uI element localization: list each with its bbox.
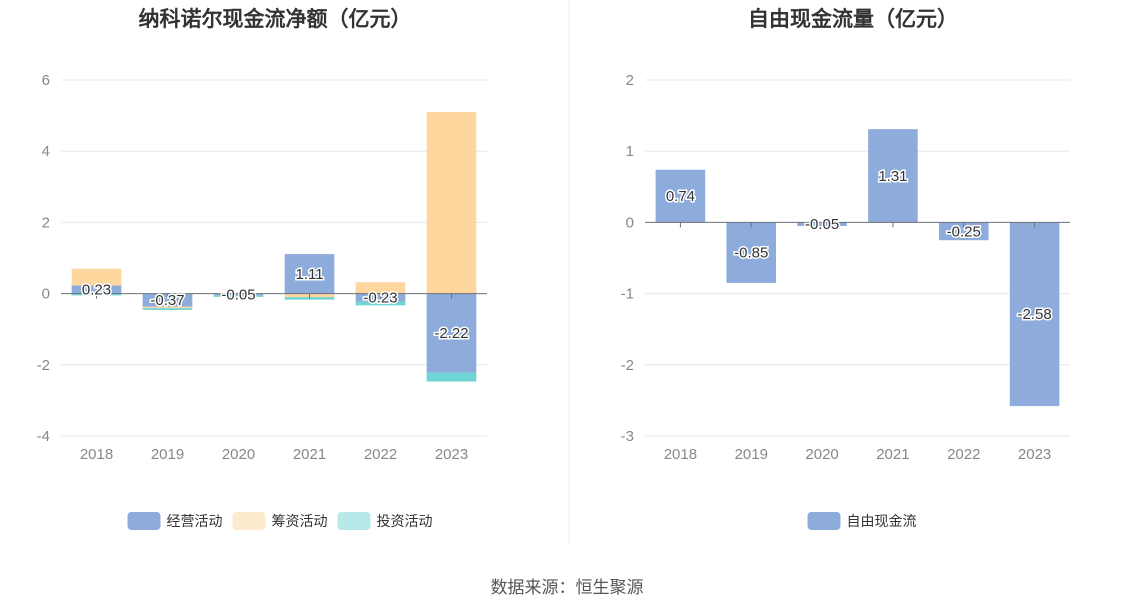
- bar-financing: [71, 268, 122, 286]
- bar-investing: [142, 308, 193, 310]
- legend-swatch: [807, 512, 841, 530]
- bar-financing: [426, 112, 477, 294]
- y-tick-label: -2: [37, 357, 50, 374]
- legend-item: 筹资活动: [232, 512, 328, 530]
- bar-free: [655, 169, 706, 223]
- x-tick-label: 2020: [222, 446, 255, 463]
- x-tick-label: 2022: [947, 446, 980, 463]
- data-label: -2.22: [434, 325, 468, 342]
- x-tick-label: 2023: [435, 446, 468, 463]
- y-tick-label: 0: [626, 214, 634, 231]
- data-label: 0.23: [82, 282, 111, 299]
- x-tick-label: 2020: [805, 446, 838, 463]
- bar-investing: [426, 372, 477, 382]
- bar-free: [1009, 222, 1060, 407]
- x-tick-label: 2018: [80, 446, 113, 463]
- x-tick-label: 2021: [293, 446, 326, 463]
- y-tick-label: -4: [37, 428, 50, 445]
- y-tick-label: 0: [42, 286, 50, 303]
- right-chart-title: 自由现金流量（亿元）: [748, 7, 958, 31]
- legend-label: 筹资活动: [272, 513, 328, 529]
- legend-item: 自由现金流: [807, 512, 917, 530]
- legend-label: 投资活动: [377, 513, 433, 529]
- legend-swatch: [127, 512, 161, 530]
- x-tick-label: 2023: [1018, 446, 1051, 463]
- data-label: -0.05: [805, 216, 839, 233]
- legend-item: 投资活动: [337, 512, 433, 530]
- y-tick-label: 6: [42, 72, 50, 89]
- data-label: -2.58: [1017, 306, 1051, 323]
- bar-operating: [426, 293, 477, 373]
- data-label: 0.74: [666, 188, 695, 205]
- bar-operating: [284, 254, 335, 294]
- y-tick-label: 2: [626, 72, 634, 89]
- data-label: -0.23: [363, 290, 397, 307]
- y-tick-label: -3: [621, 428, 634, 445]
- y-tick-label: 4: [42, 143, 50, 160]
- bar-investing: [355, 301, 406, 306]
- x-tick-label: 2019: [151, 446, 184, 463]
- bar-free: [868, 129, 918, 223]
- right-chart: 2 1 0 -1 -2 -3 2018 2019 2020 2021 2022 2023 0.74 -0.…: [621, 72, 1070, 530]
- data-label: -0.37: [150, 292, 184, 309]
- data-label: -0.25: [947, 223, 981, 240]
- left-chart-title: 纳科诺尔现金流净额（亿元）: [139, 7, 412, 31]
- legend-item: 经营活动: [127, 512, 223, 530]
- x-tick-label: 2021: [876, 446, 909, 463]
- x-tick-label: 2019: [735, 446, 768, 463]
- legend-swatch: [232, 512, 266, 530]
- bar-financing: [355, 282, 406, 294]
- data-label: -0.05: [221, 286, 255, 303]
- bar-financing: [142, 306, 193, 309]
- y-tick-label: -1: [621, 286, 634, 303]
- source-label: 数据来源：恒生聚源: [491, 578, 644, 597]
- left-chart: 6 4 2 0 -2 -4 2018 2019 2020 2021 2022 2023 0.23 -0.3…: [37, 72, 487, 530]
- x-tick-label: 2018: [664, 446, 697, 463]
- data-label: 1.11: [295, 266, 323, 283]
- y-tick-label: -2: [621, 357, 634, 374]
- legend-label: 经营活动: [167, 513, 223, 529]
- legend-label: 自由现金流: [847, 513, 917, 529]
- data-label: -0.85: [734, 245, 768, 262]
- data-label: 1.31: [878, 168, 907, 185]
- x-tick-label: 2022: [364, 446, 397, 463]
- legend-swatch: [337, 512, 371, 530]
- y-tick-label: 1: [626, 143, 634, 160]
- bar-operating: [142, 293, 193, 307]
- bar-free: [938, 222, 989, 241]
- bar-operating: [71, 285, 122, 294]
- bar-free: [726, 222, 777, 283]
- y-tick-label: 2: [42, 214, 50, 231]
